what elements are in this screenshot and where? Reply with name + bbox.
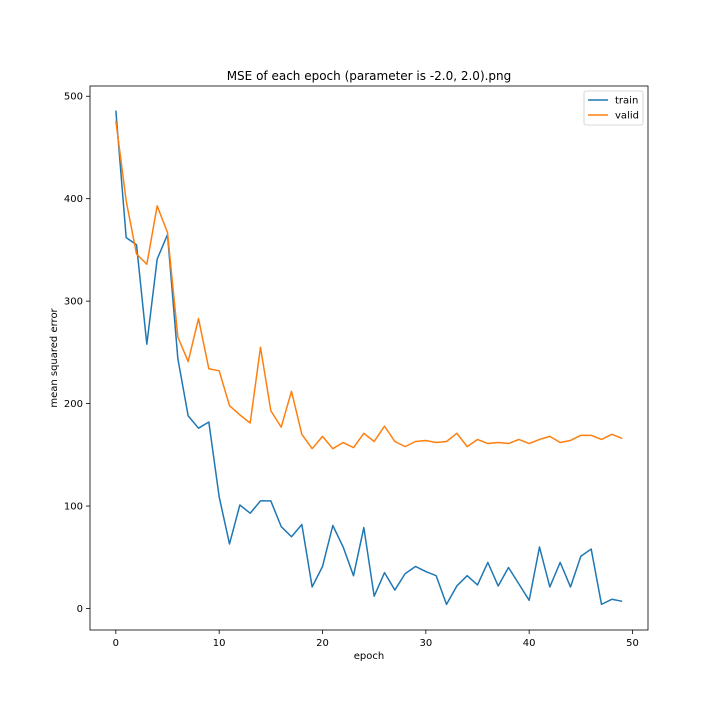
x-axis: 0 10 20 30 40 50 xyxy=(113,630,639,649)
y-axis: 0 100 200 300 400 500 xyxy=(64,92,90,615)
y-tick-label: 0 xyxy=(77,604,83,615)
y-tick-label: 400 xyxy=(64,194,83,205)
x-tick-label: 40 xyxy=(523,638,536,649)
legend: train valid xyxy=(583,90,644,126)
legend-label-valid: valid xyxy=(615,111,639,122)
y-tick-label: 300 xyxy=(64,297,83,308)
x-tick-label: 0 xyxy=(113,638,119,649)
series-layer xyxy=(115,110,623,606)
x-axis-label: epoch xyxy=(354,651,384,662)
x-tick-label: 10 xyxy=(213,638,226,649)
chart-title: MSE of each epoch (parameter is -2.0, 2.… xyxy=(227,69,512,83)
x-tick-label: 50 xyxy=(626,638,639,649)
x-tick-label: 20 xyxy=(316,638,329,649)
y-tick-label: 100 xyxy=(64,502,83,513)
y-tick-label: 500 xyxy=(64,92,83,103)
x-tick-label: 30 xyxy=(419,638,432,649)
axes-frame xyxy=(89,85,649,631)
legend-label-train: train xyxy=(615,96,638,107)
y-tick-label: 200 xyxy=(64,399,83,410)
series-line-valid xyxy=(115,120,623,450)
series-line-train xyxy=(115,110,623,606)
y-axis-label: mean squared error xyxy=(49,307,60,407)
